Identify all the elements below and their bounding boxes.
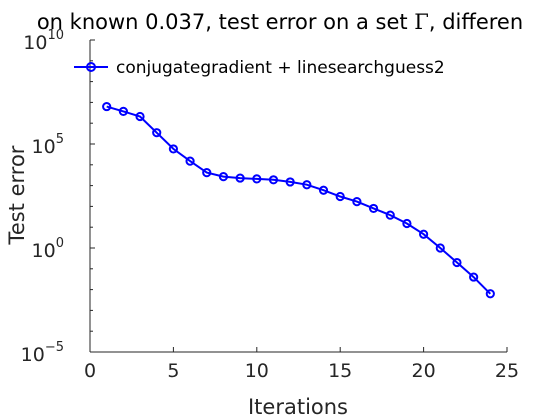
- data-point: [485, 289, 495, 299]
- x-tick-label: 25: [495, 360, 519, 382]
- legend: conjugategradient + linesearchguess2: [74, 58, 445, 78]
- data-point: [419, 229, 429, 239]
- data-point: [452, 257, 462, 268]
- data-point: [302, 180, 312, 190]
- data-point: [235, 173, 245, 183]
- data-point: [252, 174, 262, 184]
- x-tick-label: 10: [245, 360, 269, 382]
- data-point: [185, 156, 195, 166]
- data-point: [152, 128, 162, 138]
- data-point: [285, 177, 295, 187]
- x-tick-label: 20: [412, 360, 436, 382]
- chart-title: on known 0.037, test error on a set Γ, d…: [37, 10, 523, 34]
- data-point: [402, 218, 412, 229]
- y-tick-label: 10−5: [21, 340, 64, 366]
- x-tick-label: 0: [84, 360, 96, 382]
- data-point: [202, 168, 212, 178]
- x-ticks: 0 5 10 15 20 25: [84, 347, 519, 382]
- data-point: [102, 101, 112, 112]
- data-point: [168, 144, 178, 154]
- data-point: [352, 197, 362, 207]
- data-point: [135, 111, 145, 122]
- data-point: [335, 191, 345, 202]
- legend-entry: conjugategradient + linesearchguess2: [116, 58, 445, 78]
- x-tick-label: 15: [328, 360, 352, 382]
- y-axis-label: Test error: [5, 145, 29, 245]
- data-point: [268, 175, 279, 185]
- data-point: [435, 243, 445, 253]
- data-point: [118, 106, 128, 116]
- plot-axes: [89, 40, 507, 353]
- x-tick-label: 5: [167, 360, 179, 382]
- y-tick-label: 100: [32, 236, 64, 262]
- y-tick-label: 1010: [23, 28, 64, 54]
- x-axis-label: Iterations: [248, 395, 348, 419]
- y-tick-label: 105: [32, 132, 64, 158]
- data-point: [385, 210, 395, 220]
- series-group: [102, 101, 495, 299]
- y-ticks: 10−5 100 105 1010: [21, 28, 95, 366]
- legend-marker: [86, 62, 96, 72]
- data-point: [318, 185, 329, 195]
- data-point: [218, 172, 229, 182]
- series-line: [106, 105, 492, 295]
- data-point: [469, 272, 479, 282]
- data-point: [368, 203, 379, 214]
